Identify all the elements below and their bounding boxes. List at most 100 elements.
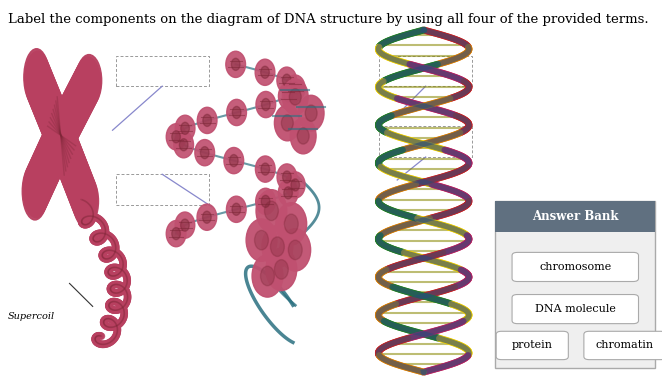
Ellipse shape <box>62 148 88 200</box>
Ellipse shape <box>71 170 97 222</box>
FancyBboxPatch shape <box>379 126 472 157</box>
Ellipse shape <box>181 122 189 134</box>
FancyBboxPatch shape <box>496 331 568 360</box>
FancyBboxPatch shape <box>116 56 209 86</box>
Ellipse shape <box>52 101 78 153</box>
Ellipse shape <box>37 130 62 188</box>
Ellipse shape <box>171 131 181 143</box>
Ellipse shape <box>35 75 60 133</box>
Ellipse shape <box>252 255 283 297</box>
Text: chromatin: chromatin <box>596 340 654 350</box>
Ellipse shape <box>181 219 189 231</box>
Ellipse shape <box>256 188 275 214</box>
Ellipse shape <box>71 64 97 116</box>
Ellipse shape <box>227 99 246 126</box>
Ellipse shape <box>70 66 96 118</box>
Ellipse shape <box>297 128 309 144</box>
FancyBboxPatch shape <box>584 331 662 360</box>
Ellipse shape <box>40 88 65 145</box>
Ellipse shape <box>42 95 68 152</box>
Ellipse shape <box>289 89 301 105</box>
Ellipse shape <box>50 105 75 157</box>
Ellipse shape <box>203 211 211 223</box>
Ellipse shape <box>38 128 64 185</box>
Ellipse shape <box>66 156 91 208</box>
Ellipse shape <box>277 67 297 93</box>
Ellipse shape <box>179 139 188 151</box>
Ellipse shape <box>276 203 307 245</box>
Ellipse shape <box>67 159 92 211</box>
Ellipse shape <box>48 107 73 165</box>
Ellipse shape <box>60 140 85 192</box>
Ellipse shape <box>26 154 52 211</box>
Ellipse shape <box>51 103 77 155</box>
Ellipse shape <box>49 108 74 160</box>
Ellipse shape <box>256 190 287 232</box>
Ellipse shape <box>44 114 70 172</box>
Ellipse shape <box>34 137 60 195</box>
Ellipse shape <box>166 221 186 247</box>
Ellipse shape <box>38 83 63 140</box>
Ellipse shape <box>32 68 57 126</box>
Ellipse shape <box>52 121 77 173</box>
Ellipse shape <box>261 98 270 111</box>
Ellipse shape <box>30 144 56 201</box>
FancyBboxPatch shape <box>116 174 209 205</box>
Ellipse shape <box>30 63 55 121</box>
Ellipse shape <box>288 240 303 260</box>
Ellipse shape <box>195 139 214 166</box>
Ellipse shape <box>76 55 102 106</box>
Ellipse shape <box>58 137 83 189</box>
Ellipse shape <box>41 121 67 178</box>
Ellipse shape <box>261 66 269 79</box>
Ellipse shape <box>26 54 51 111</box>
Ellipse shape <box>283 74 291 86</box>
Ellipse shape <box>37 80 62 138</box>
Ellipse shape <box>38 85 64 142</box>
Ellipse shape <box>69 164 94 216</box>
Ellipse shape <box>285 75 305 101</box>
Ellipse shape <box>262 226 293 268</box>
Text: protein: protein <box>512 340 553 350</box>
Ellipse shape <box>58 89 84 141</box>
Ellipse shape <box>53 123 78 175</box>
Ellipse shape <box>35 135 60 192</box>
Ellipse shape <box>28 59 53 116</box>
Ellipse shape <box>230 154 238 167</box>
Ellipse shape <box>278 180 298 206</box>
Ellipse shape <box>261 163 269 175</box>
Ellipse shape <box>291 118 316 154</box>
Ellipse shape <box>44 98 69 155</box>
Ellipse shape <box>284 187 293 199</box>
Ellipse shape <box>46 105 72 162</box>
Ellipse shape <box>25 51 50 108</box>
Ellipse shape <box>24 49 49 106</box>
Ellipse shape <box>256 156 275 182</box>
Ellipse shape <box>42 93 67 150</box>
Ellipse shape <box>224 147 244 174</box>
Ellipse shape <box>254 230 269 250</box>
Ellipse shape <box>74 59 99 111</box>
Ellipse shape <box>28 151 53 208</box>
Ellipse shape <box>62 82 87 134</box>
Text: Label the components on the diagram of DNA structure by using all four of the pr: Label the components on the diagram of D… <box>8 13 649 26</box>
Ellipse shape <box>34 73 59 131</box>
Ellipse shape <box>291 82 299 94</box>
Ellipse shape <box>291 179 299 191</box>
Ellipse shape <box>48 110 73 162</box>
Ellipse shape <box>69 69 95 121</box>
Ellipse shape <box>60 87 85 139</box>
Ellipse shape <box>31 66 56 123</box>
Ellipse shape <box>281 115 293 131</box>
Ellipse shape <box>73 175 99 227</box>
Ellipse shape <box>29 61 54 118</box>
Ellipse shape <box>75 57 101 109</box>
Ellipse shape <box>298 95 324 131</box>
Ellipse shape <box>40 123 66 181</box>
Ellipse shape <box>66 75 91 128</box>
Ellipse shape <box>226 51 246 77</box>
Ellipse shape <box>46 110 72 167</box>
Ellipse shape <box>171 228 181 240</box>
Ellipse shape <box>72 172 97 224</box>
Ellipse shape <box>68 71 93 123</box>
